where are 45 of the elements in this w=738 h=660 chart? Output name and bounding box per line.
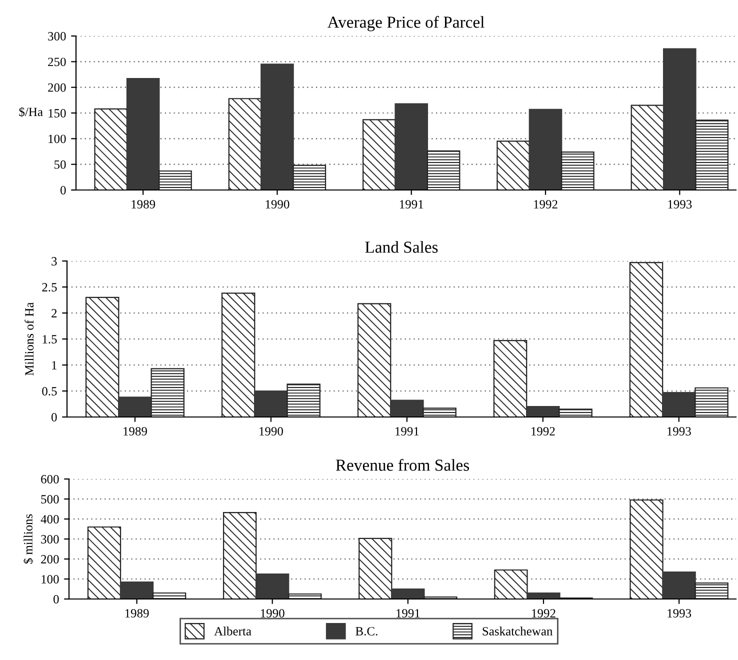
x-tick-label: 1992 <box>532 609 556 618</box>
chart-title: Revenue from Sales <box>336 458 470 471</box>
legend-label: Saskatchewan <box>482 626 553 636</box>
y-tick-label: 100 <box>42 575 59 584</box>
x-tick-label: 1990 <box>266 200 290 209</box>
x-tick-label: 1992 <box>532 427 555 436</box>
y-tick-label: 250 <box>48 58 66 66</box>
y-tick-label: 150 <box>48 109 66 118</box>
chart-title: Land Sales <box>365 241 438 253</box>
x-tick-label: 1993 <box>668 609 692 618</box>
y-tick-label: 500 <box>41 495 59 504</box>
x-tick-label: 1989 <box>125 609 149 618</box>
y-tick-label: 0 <box>54 595 59 604</box>
y-tick-label: 400 <box>40 515 59 524</box>
y-tick-label: 3 <box>52 257 57 266</box>
y-tick-label: 1.5 <box>42 335 57 344</box>
y-tick-label: 2.5 <box>42 283 57 292</box>
legend-label: Alberta <box>214 626 252 636</box>
x-tick-label: 1989 <box>132 200 156 209</box>
y-tick-label: 200 <box>41 555 59 564</box>
x-tick-label: 1990 <box>260 609 284 618</box>
x-tick-label: 1991 <box>400 200 424 209</box>
x-tick-label: 1992 <box>534 200 558 209</box>
x-tick-label: 1991 <box>396 609 420 618</box>
legend-label: B.C. <box>356 627 378 636</box>
y-tick-label: 2 <box>52 309 57 318</box>
y-tick-label: 0 <box>52 413 57 422</box>
y-axis-title: Millions of Ha <box>24 302 34 376</box>
x-tick-label: 1990 <box>260 427 283 436</box>
y-tick-label: 0.5 <box>42 387 57 396</box>
y-tick-label: 300 <box>48 32 66 40</box>
y-axis-title: $ millions <box>23 514 34 564</box>
x-tick-label: 1989 <box>124 427 147 436</box>
y-tick-label: 600 <box>41 475 59 484</box>
y-tick-label: 300 <box>41 535 59 544</box>
y-tick-label: 100 <box>48 134 66 144</box>
x-tick-label: 1993 <box>667 427 691 436</box>
y-tick-label: 200 <box>48 83 66 92</box>
y-tick-label: 0 <box>60 186 66 194</box>
y-tick-label: 50 <box>54 160 66 169</box>
y-tick-label: 1 <box>52 361 57 370</box>
x-tick-label: 1991 <box>396 427 419 436</box>
chart-title: Average Price of Parcel <box>327 16 484 32</box>
y-axis-title: $/Ha <box>19 106 43 117</box>
x-tick-label: 1993 <box>668 200 692 209</box>
